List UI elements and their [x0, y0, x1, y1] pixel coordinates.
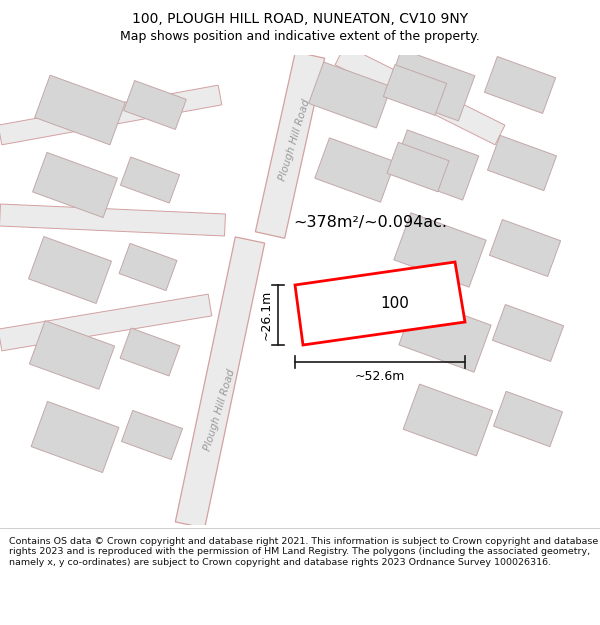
Text: ~52.6m: ~52.6m — [355, 370, 405, 383]
Polygon shape — [124, 81, 187, 129]
Polygon shape — [175, 237, 265, 528]
Polygon shape — [403, 384, 493, 456]
Polygon shape — [490, 219, 560, 276]
Text: Plough Hill Road: Plough Hill Road — [203, 368, 237, 452]
Polygon shape — [0, 85, 222, 145]
Text: 100: 100 — [380, 296, 409, 311]
Polygon shape — [315, 138, 395, 202]
Polygon shape — [0, 204, 226, 236]
Polygon shape — [120, 328, 180, 376]
Polygon shape — [121, 411, 182, 459]
Polygon shape — [31, 401, 119, 472]
Polygon shape — [28, 236, 112, 304]
Polygon shape — [256, 52, 325, 238]
Text: ~26.1m: ~26.1m — [260, 290, 273, 340]
Polygon shape — [487, 136, 557, 191]
Polygon shape — [335, 45, 505, 145]
Polygon shape — [493, 391, 563, 447]
Text: 100, PLOUGH HILL ROAD, NUNEATON, CV10 9NY: 100, PLOUGH HILL ROAD, NUNEATON, CV10 9N… — [132, 12, 468, 26]
Text: Plough Hill Road: Plough Hill Road — [278, 98, 312, 182]
Polygon shape — [295, 262, 465, 345]
Polygon shape — [394, 213, 486, 287]
Polygon shape — [484, 56, 556, 114]
Polygon shape — [0, 294, 212, 351]
Polygon shape — [121, 157, 179, 203]
Polygon shape — [493, 304, 563, 361]
Polygon shape — [387, 142, 449, 192]
Polygon shape — [119, 243, 177, 291]
Polygon shape — [399, 298, 491, 372]
Text: ~378m²/~0.094ac.: ~378m²/~0.094ac. — [293, 215, 447, 230]
Text: Contains OS data © Crown copyright and database right 2021. This information is : Contains OS data © Crown copyright and d… — [9, 537, 598, 567]
Polygon shape — [35, 75, 125, 145]
Polygon shape — [29, 321, 115, 389]
Polygon shape — [391, 130, 479, 200]
Polygon shape — [383, 64, 446, 116]
Text: Map shows position and indicative extent of the property.: Map shows position and indicative extent… — [120, 30, 480, 43]
Polygon shape — [385, 49, 475, 121]
Polygon shape — [32, 152, 118, 218]
Polygon shape — [308, 62, 391, 128]
